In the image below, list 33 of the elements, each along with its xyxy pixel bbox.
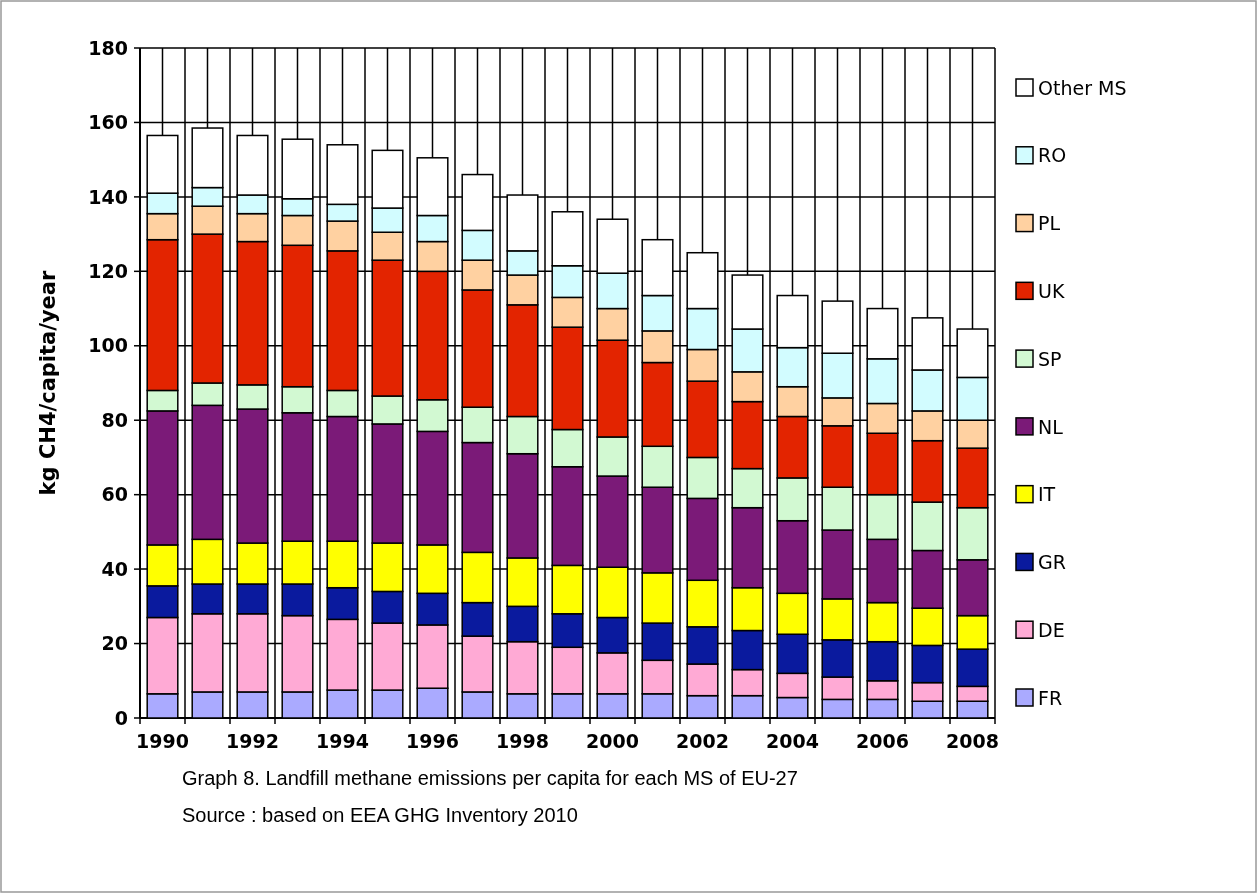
y-tick-label: 160 (88, 111, 128, 134)
source-note: Source : based on EEA GHG Inventory 2010 (182, 804, 578, 826)
y-tick-label: 140 (88, 185, 128, 208)
legend-label: GR (1038, 551, 1066, 574)
y-axis-title: kg CH4/capita/year (36, 269, 60, 496)
x-tick-label: 1996 (406, 730, 459, 752)
x-tick-label: 2004 (766, 730, 819, 752)
y-tick-label: 40 (101, 557, 128, 580)
x-tick-label: 1998 (496, 730, 549, 752)
x-tick-label: 2006 (856, 730, 909, 752)
x-tick-label: 1994 (316, 730, 369, 752)
y-tick-label: 120 (88, 259, 128, 282)
y-tick-label: 60 (101, 483, 128, 506)
y-tick-label: 80 (101, 408, 128, 431)
legend-label: UK (1038, 279, 1065, 302)
legend-label: RO (1038, 144, 1067, 167)
legend-label: SP (1038, 347, 1062, 370)
legend-label: PL (1038, 212, 1061, 235)
y-tick-label: 100 (88, 334, 128, 357)
x-tick-label: 1990 (136, 730, 189, 752)
x-tick-label: 2000 (586, 730, 639, 752)
legend-label: DE (1038, 618, 1065, 641)
y-tick-label: 20 (101, 632, 128, 655)
legend-label: IT (1038, 483, 1056, 506)
x-tick-label: 2002 (676, 730, 729, 752)
legend-label: NL (1038, 415, 1064, 438)
legend-label: Other MS (1038, 76, 1127, 99)
x-tick-label: 2008 (946, 730, 999, 752)
legend-label: FR (1038, 686, 1063, 709)
x-tick-label: 1992 (226, 730, 279, 752)
y-tick-label: 180 (88, 36, 128, 59)
text: Graph 8. Landfill methane emissions per capita for each MS of EU-27 (182, 767, 798, 789)
y-tick-label: 0 (114, 706, 128, 729)
